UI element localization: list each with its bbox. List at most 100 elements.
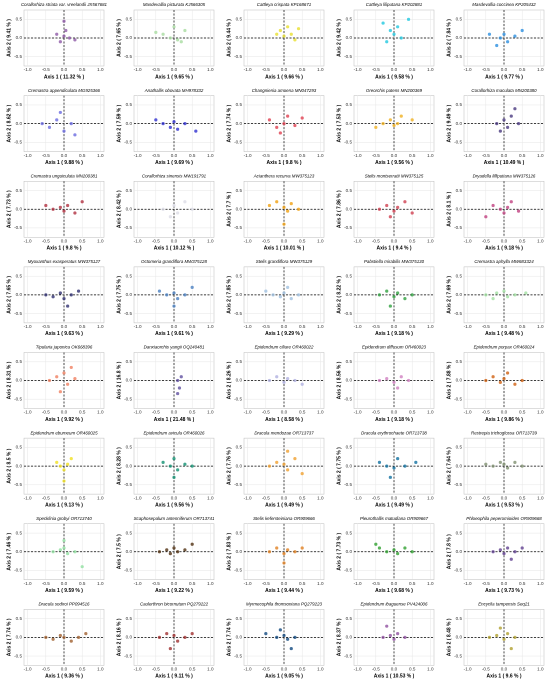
x-axis-label: Axis 1 ( 9.56 % ) — [375, 160, 413, 166]
x-tick-label: 0.0 — [171, 410, 178, 415]
y-tick-label: -0.5 — [234, 311, 242, 316]
point — [278, 628, 282, 632]
x-tick-label: -0.5 — [482, 410, 490, 415]
panel: Dracula sodiroi PP094516 -1.0 -0.5 0.0 0.5 1.… — [6, 602, 105, 680]
x-tick-label: 0.0 — [501, 667, 508, 672]
x-tick-label: -0.5 — [152, 153, 160, 158]
point — [264, 289, 268, 293]
x-tick-label: 0.5 — [79, 324, 86, 329]
point — [55, 32, 59, 36]
point — [495, 291, 499, 295]
point — [392, 295, 396, 299]
x-tick-label: 0.5 — [299, 495, 306, 500]
point — [289, 32, 293, 36]
x-tick-label: 1.0 — [427, 410, 434, 415]
point — [286, 548, 290, 552]
point — [183, 28, 187, 33]
y-axis-label: Axis 2 ( 7.86 % ) — [336, 190, 342, 228]
y-tick-label: 0.5 — [16, 530, 23, 535]
x-tick-label: 0.0 — [391, 67, 398, 72]
panel: Stelis grandiflora MW375129 -1.0 -0.5 0.0 0.… — [226, 259, 325, 337]
x-tick-label: -1.0 — [464, 581, 472, 586]
x-tick-label: 0.0 — [171, 667, 178, 672]
x-tick-label: -0.5 — [482, 581, 490, 586]
point — [498, 207, 502, 211]
point — [282, 633, 286, 638]
point — [51, 550, 55, 554]
x-tick-label: 0.5 — [189, 238, 196, 243]
y-tick-label: -0.5 — [344, 311, 352, 316]
panel-title: Stelis montserratii MW375125 — [365, 173, 424, 178]
x-axis-label: Axis 1 ( 9.05 % ) — [265, 674, 303, 680]
x-tick-label: -1.0 — [244, 153, 252, 158]
point — [275, 635, 279, 639]
x-tick-label: -0.5 — [152, 410, 160, 415]
y-tick-label: -0.5 — [344, 568, 352, 573]
x-tick-label: -1.0 — [354, 153, 362, 158]
point — [392, 380, 396, 384]
x-tick-label: -1.0 — [134, 153, 142, 158]
y-tick-label: -0.5 — [14, 482, 22, 487]
point — [487, 32, 492, 36]
x-axis-label: Axis 1 ( 9.36 % ) — [45, 674, 83, 680]
point — [289, 646, 293, 651]
point — [194, 129, 198, 133]
point — [172, 475, 176, 479]
y-axis-label: Axis 2 ( 8.1 % ) — [446, 191, 452, 226]
x-tick-label: 0.5 — [519, 153, 526, 158]
x-tick-label: 0.0 — [281, 153, 288, 158]
point — [513, 107, 517, 111]
point — [286, 209, 290, 213]
x-tick-label: 1.0 — [427, 67, 434, 72]
y-tick-label: -0.5 — [344, 482, 352, 487]
point — [410, 550, 414, 554]
y-tick-label: -0.5 — [14, 225, 22, 230]
point — [286, 285, 290, 290]
x-tick-label: -0.5 — [372, 581, 380, 586]
point — [161, 32, 165, 36]
point — [282, 205, 286, 209]
point — [62, 19, 66, 23]
panel-title: Anathallis obovata MH978332 — [144, 88, 204, 93]
y-tick-label: 0.0 — [346, 463, 353, 468]
x-tick-label: -0.5 — [152, 581, 160, 586]
y-tick-label: 0.0 — [456, 378, 463, 383]
x-tick-label: 0.5 — [79, 667, 86, 672]
y-tick-label: 0.0 — [236, 292, 243, 297]
x-tick-label: 1.0 — [207, 238, 214, 243]
point — [498, 548, 502, 552]
x-tick-label: 1.0 — [537, 495, 544, 500]
x-tick-label: 0.5 — [519, 410, 526, 415]
x-axis-label: Axis 1 ( 10.01 % ) — [264, 246, 305, 252]
x-tick-label: -0.5 — [42, 667, 50, 672]
y-tick-label: 0.0 — [346, 292, 353, 297]
x-tick-label: 0.0 — [281, 495, 288, 500]
x-tick-label: -1.0 — [24, 581, 32, 586]
x-axis-label: Axis 1 ( 9.49 % ) — [265, 502, 303, 508]
panel-title: Encyclia tampensis Seq21 — [478, 602, 530, 607]
y-tick-label: -0.5 — [234, 140, 242, 145]
point — [267, 378, 272, 383]
y-tick-label: 0.5 — [346, 273, 353, 278]
point — [286, 468, 290, 472]
point — [513, 293, 517, 297]
point — [396, 632, 400, 636]
x-axis-label: Axis 1 ( 9.8 % ) — [266, 160, 301, 166]
point — [190, 207, 194, 211]
y-tick-label: 0.5 — [456, 17, 463, 22]
point — [385, 624, 389, 628]
y-tick-label: 0.0 — [346, 549, 353, 554]
x-tick-label: -1.0 — [354, 67, 362, 72]
panel-title: Epidendrum ibaguense PV424006 — [361, 602, 428, 607]
point — [520, 378, 524, 383]
y-tick-label: -0.5 — [124, 140, 132, 145]
x-tick-label: -1.0 — [244, 67, 252, 72]
y-axis-label: Axis 2 ( 8.56 % ) — [336, 361, 342, 399]
point — [282, 380, 286, 384]
x-tick-label: -0.5 — [482, 495, 490, 500]
point — [51, 295, 55, 299]
x-tick-label: -0.5 — [262, 495, 270, 500]
point — [509, 557, 513, 561]
x-axis-label: Axis 1 ( 9.18 % ) — [375, 417, 413, 423]
y-tick-label: 0.5 — [346, 17, 353, 22]
